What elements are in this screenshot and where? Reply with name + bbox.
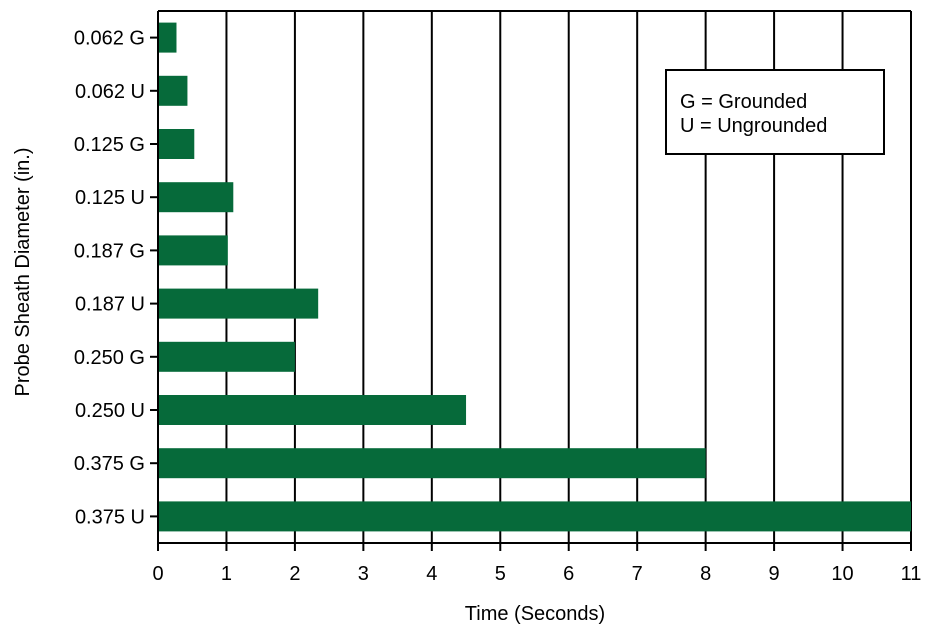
legend-line-ungrounded: U = Ungrounded bbox=[680, 115, 827, 137]
y-tick-label-0-187-g: 0.187 G bbox=[74, 240, 145, 262]
bar-0-375-g bbox=[158, 448, 706, 479]
y-axis-label: Probe Sheath Diameter (in.) bbox=[12, 147, 34, 396]
y-tick-label-0-187-u: 0.187 U bbox=[75, 294, 145, 316]
x-tick-label-7: 7 bbox=[632, 563, 643, 585]
bar-0-125-u bbox=[158, 182, 234, 213]
bar-0-375-u bbox=[158, 501, 911, 532]
y-tick-label-0-062-g: 0.062 G bbox=[74, 28, 145, 50]
bar-0-250-g bbox=[158, 341, 295, 372]
x-axis-label: Time (Seconds) bbox=[465, 603, 605, 625]
axes bbox=[157, 10, 911, 551]
y-tick-label-0-125-g: 0.125 G bbox=[74, 134, 145, 156]
y-tick-label-0-062-u: 0.062 U bbox=[75, 81, 145, 103]
bar-0-187-g bbox=[158, 235, 228, 266]
x-tick-label-0: 0 bbox=[152, 563, 163, 585]
gridlines bbox=[225, 11, 912, 543]
x-tick-label-2: 2 bbox=[289, 563, 300, 585]
x-tick-label-4: 4 bbox=[426, 563, 437, 585]
y-tick-label-0-250-u: 0.250 U bbox=[75, 400, 145, 422]
x-tick-label-10: 10 bbox=[831, 563, 853, 585]
y-ticks: 0.062 G 0.062 U 0.125 G 0.125 U 0.187 G 0.187… bbox=[74, 28, 158, 528]
legend: G = Grounded U = Ungrounded bbox=[665, 69, 885, 155]
bar-0-062-g bbox=[158, 22, 177, 53]
x-tick-label-1: 1 bbox=[221, 563, 232, 585]
x-tick-label-8: 8 bbox=[700, 563, 711, 585]
legend-line-grounded: G = Grounded bbox=[680, 91, 807, 113]
y-tick-label-0-125-u: 0.125 U bbox=[75, 187, 145, 209]
bar-0-062-u bbox=[158, 75, 188, 106]
x-tick-label-3: 3 bbox=[358, 563, 369, 585]
bar-0-125-g bbox=[158, 129, 195, 159]
y-tick-label-0-250-g: 0.250 G bbox=[74, 347, 145, 369]
x-tick-label-11: 11 bbox=[901, 563, 922, 585]
x-tick-label-5: 5 bbox=[495, 563, 506, 585]
x-tick-label-6: 6 bbox=[563, 563, 574, 585]
y-tick-label-0-375-u: 0.375 U bbox=[75, 506, 145, 528]
bars bbox=[158, 22, 911, 532]
bar-0-187-u bbox=[158, 288, 319, 319]
x-ticks: 0 1 2 3 4 5 6 7 8 9 10 11 bbox=[152, 543, 921, 585]
x-tick-label-9: 9 bbox=[769, 563, 780, 585]
bar-0-250-u bbox=[158, 395, 467, 425]
legend-box bbox=[665, 69, 885, 155]
y-tick-label-0-375-g: 0.375 G bbox=[74, 453, 145, 475]
